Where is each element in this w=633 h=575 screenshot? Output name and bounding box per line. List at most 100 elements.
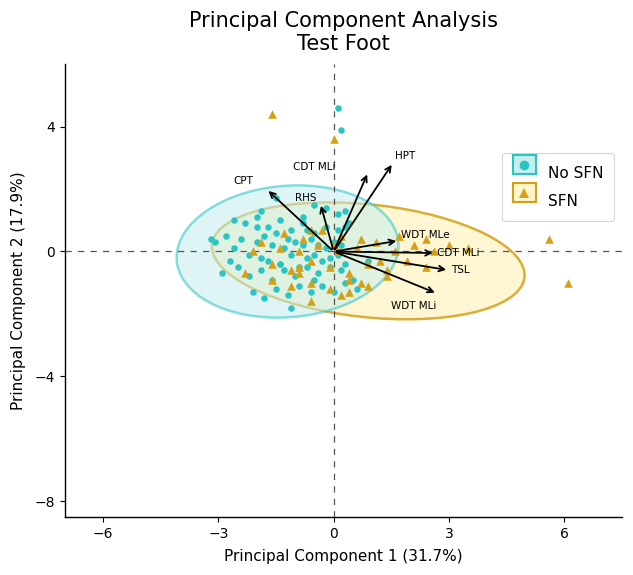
Ellipse shape (177, 185, 399, 317)
Point (279, 266, 289, 275)
Point (267, 241, 277, 250)
Point (544, 235, 554, 244)
Point (352, 285, 362, 294)
Text: HPT: HPT (395, 151, 415, 161)
Point (390, 247, 400, 256)
Point (363, 281, 373, 290)
Point (325, 285, 335, 294)
Title: Principal Component Analysis
Test Foot: Principal Component Analysis Test Foot (189, 11, 498, 54)
Point (463, 244, 473, 253)
Point (260, 294, 270, 303)
Point (271, 194, 281, 203)
Point (329, 135, 339, 144)
Point (336, 241, 346, 250)
Point (221, 231, 231, 240)
Point (332, 247, 342, 256)
Point (306, 256, 316, 266)
Point (401, 256, 411, 266)
Point (332, 225, 342, 234)
Text: WDT MLe: WDT MLe (401, 229, 449, 240)
Point (275, 259, 285, 269)
Point (310, 200, 320, 209)
Point (229, 244, 239, 253)
Point (344, 269, 354, 278)
Point (252, 222, 262, 231)
Point (363, 259, 373, 269)
Point (302, 225, 312, 234)
Point (286, 281, 296, 290)
Point (279, 228, 289, 237)
Point (244, 272, 254, 281)
Point (336, 290, 346, 300)
Point (336, 231, 346, 240)
Point (244, 250, 254, 259)
Point (421, 263, 431, 272)
Point (356, 278, 366, 288)
Point (302, 263, 312, 272)
Point (298, 241, 308, 250)
Point (340, 206, 350, 216)
Point (382, 272, 392, 281)
Point (252, 237, 262, 247)
Point (286, 250, 296, 259)
Point (263, 222, 273, 231)
Legend: No SFN, SFN: No SFN, SFN (502, 154, 614, 221)
Point (256, 237, 266, 247)
Point (286, 225, 296, 234)
Point (329, 288, 339, 297)
Point (371, 237, 381, 247)
Point (275, 244, 285, 253)
Text: TSL: TSL (451, 265, 470, 275)
Point (225, 256, 235, 266)
Point (275, 216, 285, 225)
Point (332, 104, 342, 113)
Point (310, 250, 320, 259)
Point (306, 225, 316, 234)
Point (267, 110, 277, 119)
Point (206, 235, 216, 244)
Point (282, 235, 292, 244)
Point (332, 250, 342, 259)
Text: CPT: CPT (234, 176, 254, 186)
Point (563, 278, 573, 288)
Point (232, 263, 242, 272)
Point (325, 263, 335, 272)
Point (348, 275, 358, 284)
Point (444, 241, 454, 250)
Point (267, 275, 277, 284)
Point (248, 247, 258, 256)
Point (306, 278, 316, 288)
Point (286, 303, 296, 312)
Point (298, 235, 308, 244)
Point (310, 275, 320, 284)
Point (321, 203, 331, 212)
Text: CDT MLi: CDT MLi (437, 248, 480, 258)
Point (290, 272, 300, 281)
Point (329, 241, 339, 250)
Point (263, 256, 273, 266)
Point (260, 231, 270, 240)
Point (298, 213, 308, 222)
X-axis label: Principal Component 1 (31.7%): Principal Component 1 (31.7%) (224, 549, 463, 564)
Point (256, 266, 266, 275)
Point (317, 256, 327, 266)
Point (317, 225, 327, 234)
Point (252, 213, 262, 222)
Ellipse shape (212, 202, 525, 319)
Point (240, 219, 250, 228)
Point (325, 263, 335, 272)
Point (321, 244, 331, 253)
Point (271, 228, 281, 237)
Point (279, 244, 289, 253)
Point (294, 281, 304, 290)
Point (375, 256, 385, 266)
Y-axis label: Principal Component 2 (17.9%): Principal Component 2 (17.9%) (11, 171, 26, 410)
Point (240, 269, 250, 278)
Point (336, 266, 346, 275)
Point (275, 259, 285, 269)
Text: WDT MLi: WDT MLi (391, 301, 437, 312)
Point (294, 247, 304, 256)
Point (340, 222, 350, 231)
Point (298, 219, 308, 228)
Point (306, 235, 316, 244)
